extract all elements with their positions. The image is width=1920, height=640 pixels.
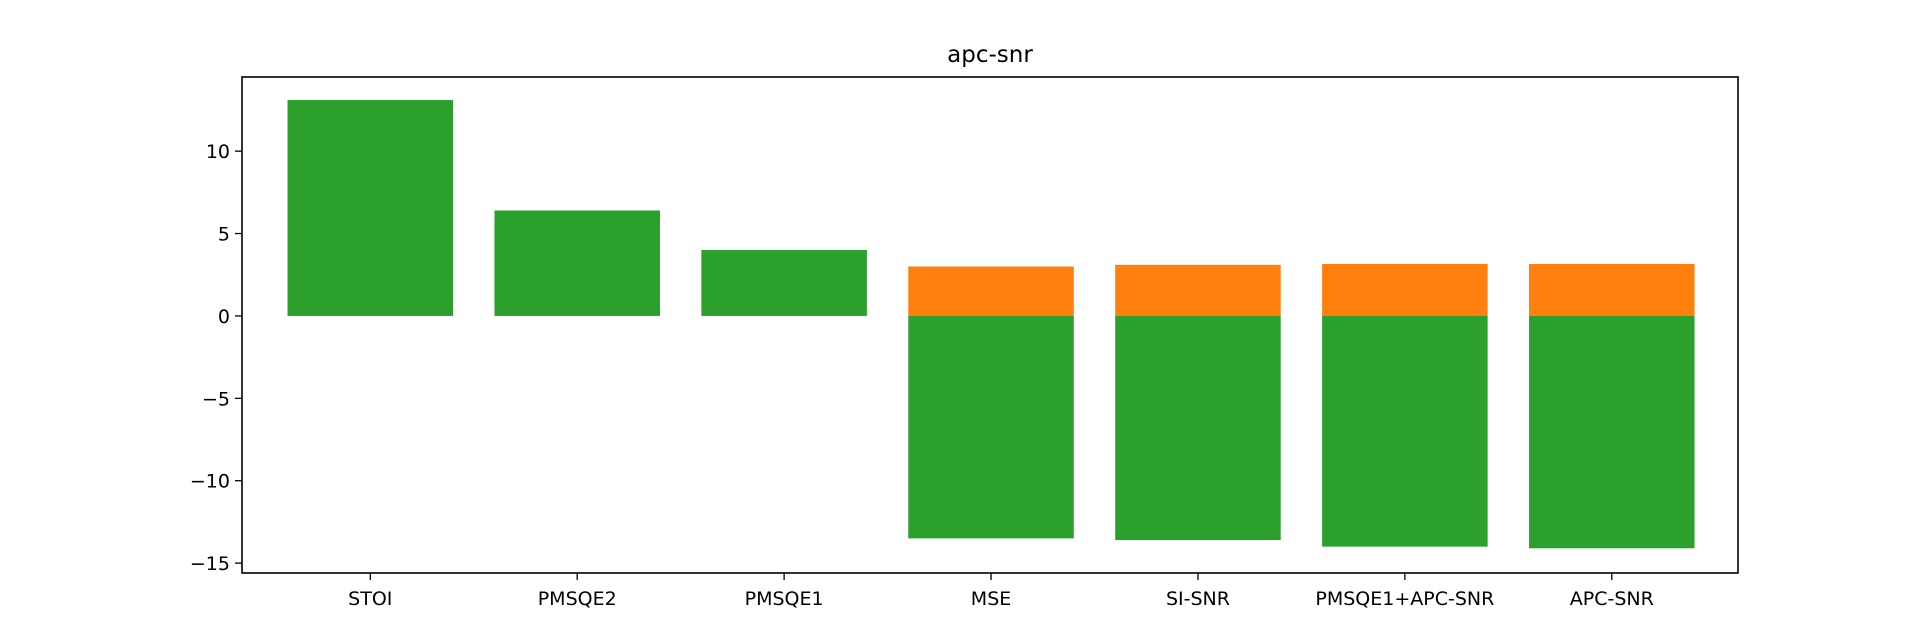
bar-series1-mse [908, 315, 1074, 539]
y-tick-label: −10 [190, 471, 230, 493]
x-tick-label: MSE [971, 588, 1011, 610]
bar-series0-mse [908, 266, 1074, 316]
bar-series1-stoi [287, 100, 454, 316]
x-tick-label: SI-SNR [1166, 588, 1230, 610]
bars-layer [287, 100, 1695, 549]
chart-title: apc-snr [947, 42, 1033, 68]
y-tick-label: −15 [190, 553, 230, 575]
bar-series1-pmsqe1 [701, 250, 867, 316]
bar-series0-si-snr [1115, 264, 1281, 316]
bar-series1-pmsqe2 [494, 210, 660, 316]
y-tick-label: −5 [202, 388, 230, 410]
plot-frame [241, 76, 1739, 574]
y-tick-label: 10 [206, 141, 230, 163]
x-tick-label: PMSQE1 [745, 588, 824, 610]
bar-series1-si-snr [1115, 315, 1281, 541]
y-tick-label: 0 [218, 306, 230, 328]
bar-series1-pmsqe1-apc-snr [1322, 315, 1488, 547]
x-tick-label: APC-SNR [1570, 588, 1654, 610]
bar-series0-apc-snr [1529, 264, 1695, 316]
x-tick-label: PMSQE2 [538, 588, 617, 610]
bar-series1-apc-snr [1529, 315, 1695, 549]
y-tick-label: 5 [218, 224, 230, 246]
x-tick-label: STOI [348, 588, 392, 610]
x-tick-label: PMSQE1+APC-SNR [1315, 588, 1494, 610]
axes-layer: 10 5 0 −5 −10 −15 STOI PMSQE2 PMSQE1 MSE SI-SNR PMS… [190, 76, 1739, 610]
bar-series0-pmsqe1-apc-snr [1322, 264, 1488, 316]
